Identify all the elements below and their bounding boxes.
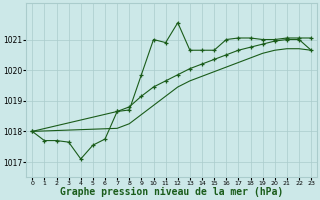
X-axis label: Graphe pression niveau de la mer (hPa): Graphe pression niveau de la mer (hPa) bbox=[60, 187, 283, 197]
